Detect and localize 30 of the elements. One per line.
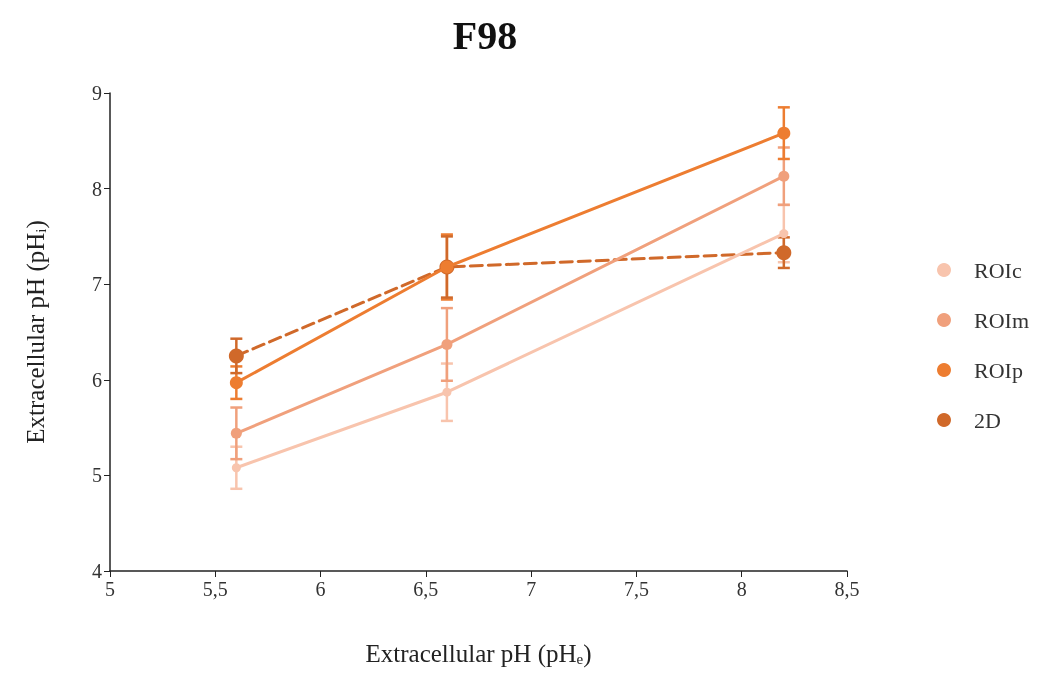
x-tick-label: 7 [526,578,537,600]
y-tick-label: 5 [92,464,102,487]
chart-title: F98 [452,12,518,58]
legend-label: 2D [974,407,1001,433]
y-tick-label: 7 [92,273,102,296]
x-tick-label: 5,5 [202,578,228,600]
point [441,338,453,350]
point [779,229,789,239]
point [776,245,792,261]
x-tick-label: 6,5 [413,578,439,600]
y-tick-label: 8 [92,177,102,200]
point [442,387,452,397]
point [228,348,244,364]
point [230,427,242,439]
legend-label: ROIc [974,257,1022,283]
x-tick-label: 8 [736,578,747,600]
point [777,126,791,140]
point [229,376,243,390]
y-tick-label: 9 [92,82,102,104]
y-tick-label: 6 [92,368,102,391]
x-tick-label: 7,5 [623,578,649,600]
y-axis-title: Extracellular pH (pHi) [22,220,50,444]
point [778,170,790,182]
legend-label: ROIp [974,357,1023,383]
x-tick-label: 8,5 [834,578,860,600]
point [231,463,241,473]
x-tick-label: 6 [315,578,326,600]
x-axis-title: Extracellular pH (pHe) [365,640,592,668]
legend-label: ROIm [974,307,1029,333]
y-tick-label: 4 [92,560,102,582]
